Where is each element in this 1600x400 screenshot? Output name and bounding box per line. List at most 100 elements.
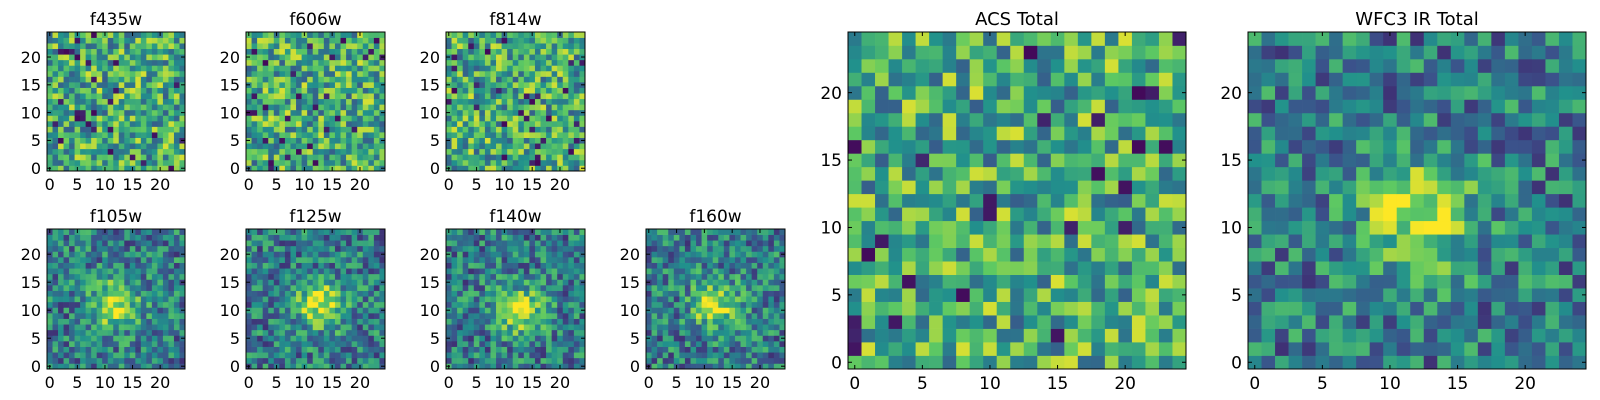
acs-total-cell: [915, 301, 930, 316]
f160w-cell: [712, 357, 719, 364]
acs-total-cell: [915, 220, 930, 235]
f125w-cell: [329, 352, 336, 359]
f435w-cell: [146, 137, 153, 144]
f125w-cell: [307, 251, 314, 258]
f606w-cell: [268, 87, 275, 94]
f125w-xtick-label: 5: [271, 373, 281, 392]
f606w-cell: [284, 104, 291, 111]
f160w-cell: [668, 245, 675, 252]
f105w-cell: [80, 234, 86, 241]
f140w-cell: [468, 346, 475, 353]
f140w-cell: [529, 257, 536, 263]
f606w-cell: [246, 70, 252, 77]
f125w-cell: [357, 313, 364, 319]
f105w-cell: [107, 341, 114, 347]
f125w-cell: [373, 341, 380, 347]
f814w-cell: [557, 43, 564, 50]
f140w-cell: [518, 257, 525, 263]
f814w-cell: [457, 32, 464, 38]
f814w-cell: [490, 143, 497, 150]
f435w-cell: [151, 143, 158, 150]
f105w-cell: [157, 307, 164, 314]
acs-total-cell: [1145, 274, 1160, 289]
f105w-cell: [146, 290, 153, 297]
f105w-cell: [118, 296, 125, 303]
f435w-cell: [107, 82, 114, 88]
f606w-cell: [368, 76, 375, 83]
f606w-cell: [373, 126, 380, 133]
f606w-cell: [279, 137, 286, 144]
f140w-cell: [479, 229, 486, 235]
f125w-cell: [262, 296, 269, 303]
f435w-cell: [80, 87, 86, 94]
acs-total-cell: [861, 166, 876, 181]
f140w-cell: [562, 290, 569, 297]
f435w-cell: [124, 104, 131, 111]
f160w-cell: [673, 273, 680, 280]
f814w-cell: [562, 87, 569, 94]
f814w-cell: [462, 54, 469, 61]
f105w-cell: [118, 301, 125, 308]
f105w-cell: [102, 245, 109, 252]
acs-total-cell: [983, 207, 998, 222]
f435w-cell: [124, 137, 131, 144]
f140w-cell: [484, 251, 491, 258]
f125w-cell: [312, 257, 319, 263]
f140w-cell: [518, 234, 525, 241]
f606w-cell: [284, 32, 291, 38]
f435w-cell: [91, 82, 98, 88]
f160w-cell: [773, 335, 780, 342]
f435w-cell: [96, 126, 103, 133]
f140w-cell: [562, 329, 569, 336]
f140w-cell: [484, 290, 491, 297]
f140w-ytick-label: 10: [420, 301, 440, 320]
f105w-cell: [151, 229, 158, 235]
f105w-cell: [58, 324, 64, 331]
f435w-cell: [102, 148, 109, 155]
f125w-cell: [279, 341, 286, 347]
f140w-cell: [523, 363, 530, 370]
f160w-cell: [768, 268, 775, 275]
f435w-cell: [91, 143, 98, 150]
f140w-cell: [534, 251, 541, 258]
f125w-cell: [318, 329, 325, 336]
f105w-cell: [157, 341, 164, 347]
f160w-cell: [690, 335, 697, 342]
acs-total-cell: [875, 166, 889, 181]
f125w-cell: [334, 273, 341, 280]
f606w-cell: [251, 148, 258, 155]
f140w-cell: [523, 357, 530, 364]
f105w-cell: [157, 245, 164, 252]
f435w-cell: [151, 54, 158, 61]
f105w-cell: [146, 234, 153, 241]
f435w-cell: [96, 87, 103, 94]
f140w-cell: [523, 240, 530, 247]
f814w-cell: [540, 32, 547, 38]
f814w-cell: [468, 59, 475, 66]
f160w-cell: [668, 363, 675, 370]
f435w-cell: [58, 37, 64, 44]
f140w-cell: [473, 285, 480, 291]
f606w-cell: [334, 48, 341, 55]
acs-total-cell: [1091, 342, 1106, 356]
f435w-cell: [85, 109, 92, 116]
f140w-cell: [507, 307, 514, 314]
f105w-cell: [58, 240, 64, 247]
f160w-cell: [673, 307, 680, 314]
f140w-cell: [546, 234, 552, 241]
f814w-cell: [446, 70, 452, 77]
f140w-cell: [573, 240, 580, 247]
f105w-cell: [162, 290, 169, 297]
f160w-cell: [696, 341, 702, 347]
f160w-cell: [684, 262, 691, 269]
f125w-cell: [312, 318, 319, 325]
f435w-cell: [69, 32, 75, 38]
f105w-cell: [118, 357, 125, 364]
f125w-cell: [251, 318, 258, 325]
f125w-cell: [296, 273, 302, 280]
f814w-cell: [546, 159, 552, 166]
f105w-cell: [179, 301, 186, 308]
f125w-cell: [284, 273, 291, 280]
f105w-cell: [151, 335, 158, 342]
